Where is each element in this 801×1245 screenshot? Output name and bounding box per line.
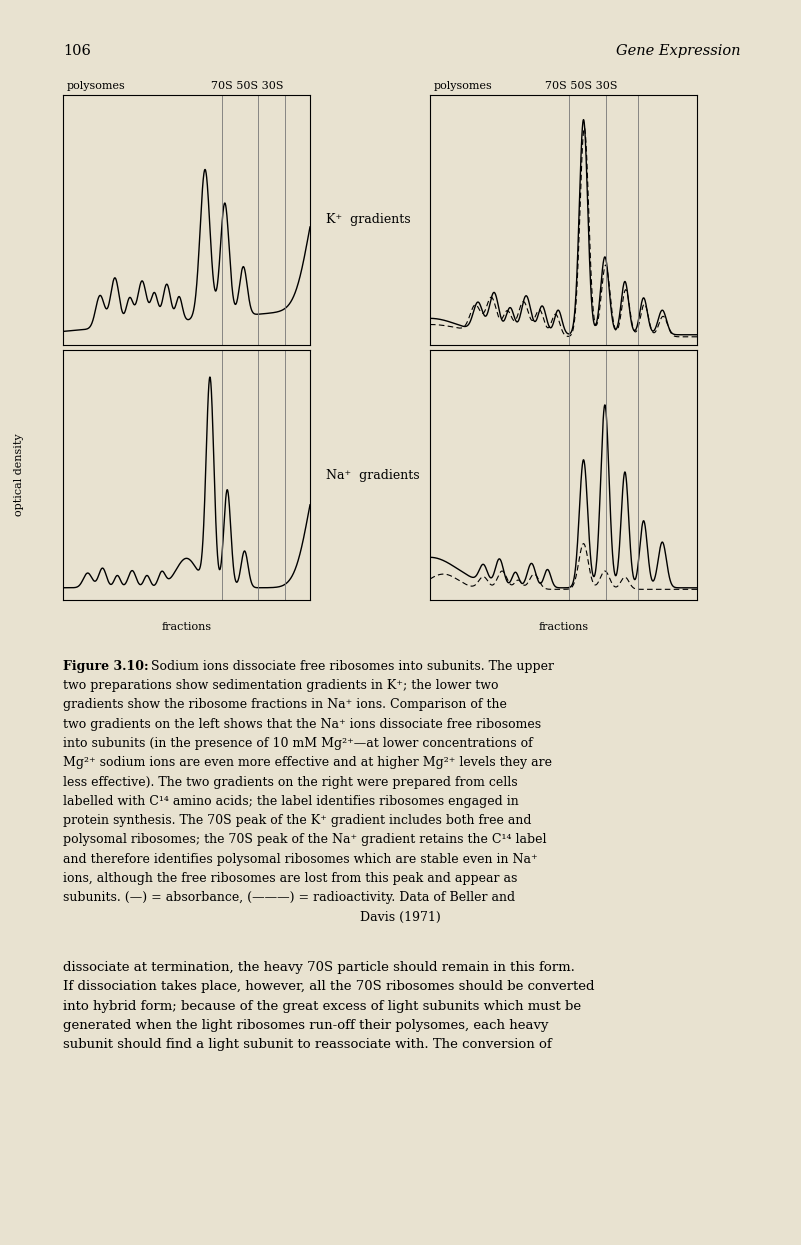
Text: and therefore identifies polysomal ribosomes which are stable even in Na⁺: and therefore identifies polysomal ribos… bbox=[63, 853, 537, 865]
Text: polysomal ribosomes; the 70S peak of the Na⁺ gradient retains the C¹⁴ label: polysomal ribosomes; the 70S peak of the… bbox=[63, 833, 546, 847]
Text: fractions: fractions bbox=[162, 622, 211, 632]
Text: two preparations show sedimentation gradients in K⁺; the lower two: two preparations show sedimentation grad… bbox=[63, 679, 498, 692]
Text: optical density: optical density bbox=[14, 433, 24, 517]
Text: subunit should find a light subunit to reassociate with. The conversion of: subunit should find a light subunit to r… bbox=[63, 1038, 552, 1051]
Text: into subunits (in the presence of 10 mM Mg²⁺—at lower concentrations of: into subunits (in the presence of 10 mM … bbox=[63, 737, 533, 749]
Text: Mg²⁺ sodium ions are even more effective and at higher Mg²⁺ levels they are: Mg²⁺ sodium ions are even more effective… bbox=[63, 756, 552, 769]
Text: ions, although the free ribosomes are lost from this peak and appear as: ions, although the free ribosomes are lo… bbox=[63, 872, 517, 885]
Text: labelled with C¹⁴ amino acids; the label identifies ribosomes engaged in: labelled with C¹⁴ amino acids; the label… bbox=[63, 794, 519, 808]
Text: 106: 106 bbox=[63, 44, 91, 59]
Text: two gradients on the left shows that the Na⁺ ions dissociate free ribosomes: two gradients on the left shows that the… bbox=[63, 717, 541, 731]
Text: Sodium ions dissociate free ribosomes into subunits. The upper: Sodium ions dissociate free ribosomes in… bbox=[151, 660, 554, 672]
Text: less effective). The two gradients on the right were prepared from cells: less effective). The two gradients on th… bbox=[63, 776, 517, 788]
Text: into hybrid form; because of the great excess of light subunits which must be: into hybrid form; because of the great e… bbox=[63, 1000, 581, 1012]
Text: generated when the light ribosomes run-off their polysomes, each heavy: generated when the light ribosomes run-o… bbox=[63, 1018, 549, 1032]
Text: 70S 50S 30S: 70S 50S 30S bbox=[545, 81, 618, 91]
Text: protein synthesis. The 70S peak of the K⁺ gradient includes both free and: protein synthesis. The 70S peak of the K… bbox=[63, 814, 532, 827]
Text: fractions: fractions bbox=[538, 622, 589, 632]
Text: Gene Expression: Gene Expression bbox=[617, 44, 741, 59]
Text: If dissociation takes place, however, all the 70S ribosomes should be converted: If dissociation takes place, however, al… bbox=[63, 980, 594, 994]
Text: Figure 3.10:: Figure 3.10: bbox=[63, 660, 149, 672]
Text: K⁺  gradients: K⁺ gradients bbox=[326, 213, 411, 227]
Text: polysomes: polysomes bbox=[434, 81, 493, 91]
Text: Davis (1971): Davis (1971) bbox=[360, 910, 441, 924]
Text: gradients show the ribosome fractions in Na⁺ ions. Comparison of the: gradients show the ribosome fractions in… bbox=[63, 698, 507, 711]
Text: 70S 50S 30S: 70S 50S 30S bbox=[211, 81, 284, 91]
Text: subunits. (—) = absorbance, (———) = radioactivity. Data of Beller and: subunits. (—) = absorbance, (———) = radi… bbox=[63, 891, 515, 904]
Text: Na⁺  gradients: Na⁺ gradients bbox=[326, 468, 420, 482]
Text: polysomes: polysomes bbox=[67, 81, 126, 91]
Text: dissociate at termination, the heavy 70S particle should remain in this form.: dissociate at termination, the heavy 70S… bbox=[63, 961, 575, 974]
